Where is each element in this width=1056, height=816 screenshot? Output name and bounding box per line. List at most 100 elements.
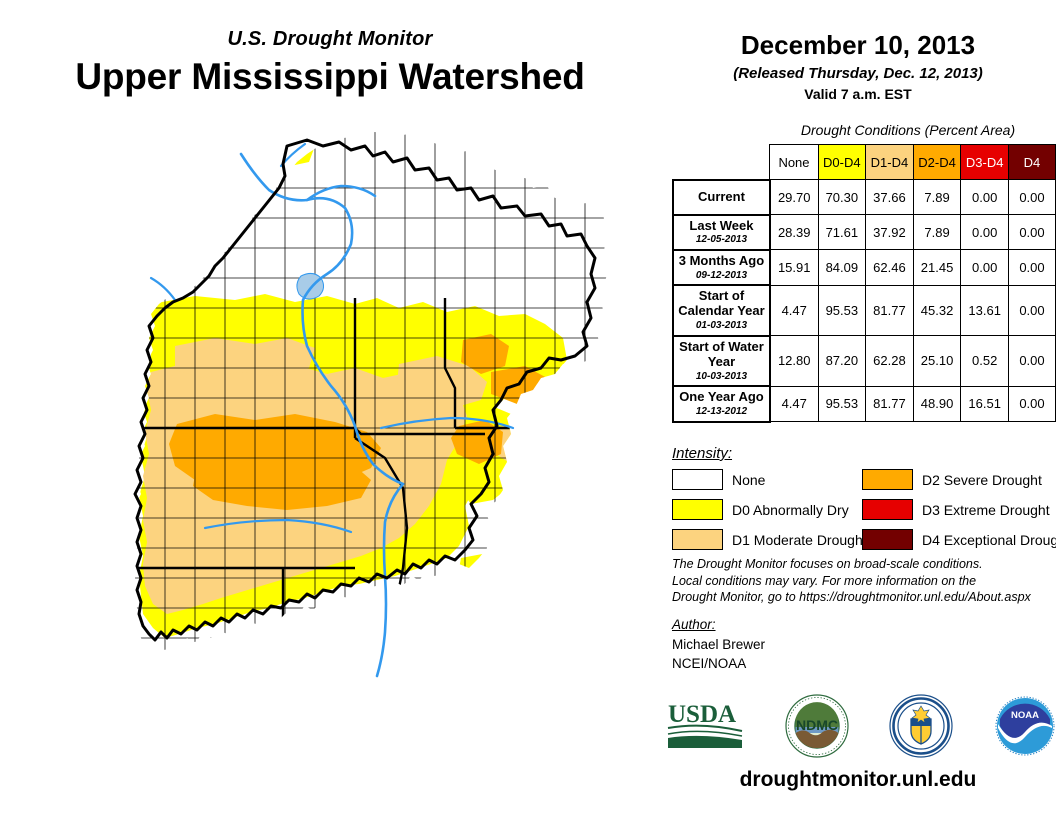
table-corner-cell [673,145,770,180]
logo-row: USDA NDMC NOAA [666,692,1056,760]
swatch-d0-icon [672,499,723,520]
column-header-d4: D4 [1007,144,1056,180]
legend-item-d1: D1 Moderate Drought [672,529,867,550]
row-label-text: Start of Water Year [679,338,764,369]
swatch-d1-icon [672,529,723,550]
basin-outline [133,138,597,642]
date-block: December 10, 2013 (Released Thursday, De… [660,30,1056,102]
d1-region-southtip [289,678,343,716]
cell-3mo-d1: 62.46 [865,249,914,286]
column-header-d3: D3-D4 [960,144,1009,180]
row-label-one-year-ago: One Year Ago 12-13-2012 [672,385,771,423]
row-label-text: Last Week [689,217,754,233]
table-header-row: None D0-D4 D1-D4 D2-D4 D3-D4 D4 [673,144,1056,180]
cell-lastweek-d3: 0.00 [960,213,1009,251]
author-name: Michael Brewer [672,636,766,652]
note-line-1: The Drought Monitor focuses on broad-sca… [672,557,983,571]
site-url: droughtmonitor.unl.edu [739,768,977,791]
cell-lastweek-d4: 0.00 [1007,213,1056,251]
cell-3mo-d2: 21.45 [912,249,962,286]
swatch-d2-icon [862,469,913,490]
legend-label-d1: D1 Moderate Drought [732,531,867,548]
map-date: December 10, 2013 [740,30,976,60]
d0-region-south [279,640,427,652]
d2-region-wisconsin [461,334,509,374]
row-label-last-week: Last Week 12-05-2013 [672,213,771,251]
svg-text:NDMC: NDMC [796,717,838,733]
table-row: Start of Calendar Year 01-03-2013 4.47 9… [672,284,1056,337]
cell-wy-d0: 87.20 [817,335,867,387]
d2-region-illinois [451,420,503,464]
table-row: Last Week 12-05-2013 28.39 71.61 37.92 7… [672,213,1056,251]
cell-1yr-d1: 81.77 [865,385,914,423]
table-caption: Drought Conditions (Percent Area) [800,122,1016,138]
row-label-text: One Year Ago [679,389,764,405]
cell-cy-d2: 45.32 [912,284,962,337]
page-title: Upper Mississippi Watershed [75,56,585,97]
legend-item-none: None [672,469,862,490]
legend-item-d0: D0 Abnormally Dry [672,499,862,520]
drought-conditions-table: None D0-D4 D1-D4 D2-D4 D3-D4 D4 Current … [672,144,1056,423]
cell-3mo-none: 15.91 [769,249,819,286]
table-header: None D0-D4 D1-D4 D2-D4 D3-D4 D4 [673,144,1056,180]
cell-current-d1: 37.66 [865,179,914,215]
swatch-none-icon [672,469,723,490]
d2-region-indiana [483,550,537,590]
table-row: Current 29.70 70.30 37.66 7.89 0.00 0.00 [672,178,1056,216]
note-line-2: Local conditions may vary. For more info… [672,573,977,588]
cell-lastweek-none: 28.39 [769,213,819,251]
table-body: Current 29.70 70.30 37.66 7.89 0.00 0.00… [672,178,1056,423]
commerce-seal-logo [889,694,953,758]
d0-region-michigan [525,432,569,468]
row-label-three-months-ago: 3 Months Ago 09-12-2013 [672,248,771,287]
cell-current-d3: 0.00 [960,179,1009,215]
cell-current-d0: 70.30 [817,179,867,215]
legend-item-d3: D3 Extreme Drought [862,499,1056,520]
cell-3mo-d3: 0.00 [960,249,1009,286]
intensity-legend: Intensity: None D2 Severe Drought D0 Abn… [672,445,1056,550]
cell-1yr-d0: 95.53 [817,385,867,423]
row-label-current: Current [672,178,771,216]
d1-region-northeast [397,356,487,408]
cell-wy-d3: 0.52 [960,335,1009,387]
drought-map-svg[interactable] [55,128,615,768]
svg-text:USDA: USDA [668,701,736,728]
column-header-d0: D0-D4 [817,144,867,180]
d1-region-indiana [459,582,527,624]
cell-current-none: 29.70 [769,179,819,215]
drought-map[interactable] [55,128,615,768]
cell-lastweek-d0: 71.61 [817,213,867,251]
legend-label-d0: D0 Abnormally Dry [732,501,849,518]
cell-cy-none: 4.47 [769,284,819,337]
cell-cy-d3: 13.61 [960,284,1009,337]
column-header-d2: D2-D4 [912,144,962,180]
legend-label-none: None [732,471,766,488]
legend-label-d2: D2 Severe Drought [922,471,1042,488]
program-title: U.S. Drought Monitor [227,28,433,50]
valid-time: Valid 7 a.m. EST [804,86,912,102]
cell-current-d4: 0.00 [1007,179,1056,215]
disclaimer-note: The Drought Monitor focuses on broad-sca… [672,556,1056,606]
usda-logo: USDA [667,701,743,748]
swatch-d4-icon [862,529,913,550]
legend-label-d3: D3 Extreme Drought [922,501,1050,518]
row-label-start-calendar-year: Start of Calendar Year 01-03-2013 [672,284,771,337]
legend-item-d4: D4 Exceptional Drought [862,529,1056,550]
svg-text:NOAA: NOAA [1011,710,1039,721]
column-header-d1: D1-D4 [865,144,914,180]
ndmc-logo: NDMC [785,694,849,758]
cell-3mo-d0: 84.09 [817,249,867,286]
cell-3mo-d4: 0.00 [1007,249,1056,286]
row-label-date: 01-03-2013 [695,320,748,332]
row-label-start-water-year: Start of Water Year 10-03-2013 [672,334,771,388]
cell-wy-d4: 0.00 [1007,335,1056,387]
swatch-d3-icon [862,499,913,520]
row-label-date: 12-05-2013 [695,234,748,246]
cell-1yr-d3: 16.51 [960,385,1009,423]
release-date: (Released Thursday, Dec. 12, 2013) [733,65,983,82]
author-affiliation: NCEI/NOAA [672,656,747,672]
d1-layer [143,338,537,716]
row-label-date: 10-03-2013 [695,370,748,382]
d0-region-southeast [457,552,535,598]
row-label-text: 3 Months Ago [678,252,765,268]
